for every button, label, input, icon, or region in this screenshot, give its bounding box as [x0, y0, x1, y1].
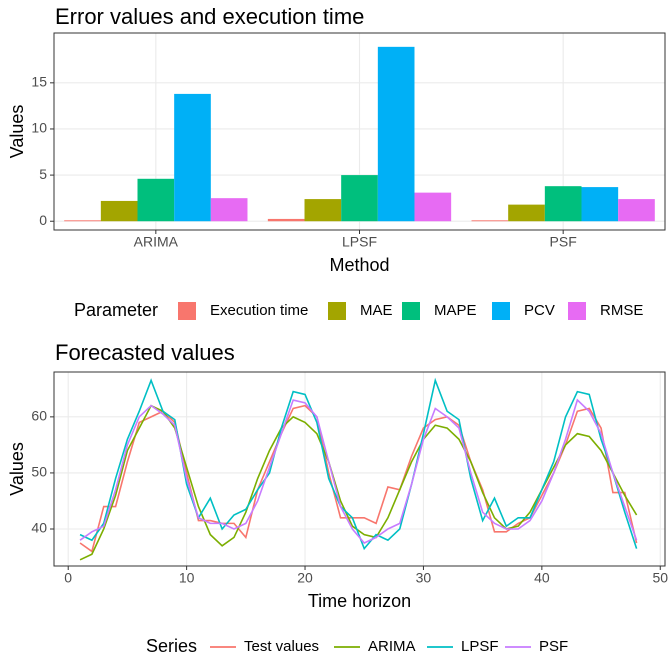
legend-key: [568, 302, 586, 320]
panel-border: [53, 371, 666, 567]
legend-label: ARIMA: [368, 638, 416, 655]
bar: [581, 187, 619, 222]
bar: [377, 46, 415, 222]
y-axis-title: Values: [7, 105, 27, 159]
y-tick-label: 5: [39, 166, 47, 182]
bar: [341, 175, 378, 222]
panel: [54, 372, 665, 566]
x-tick-label: 50: [652, 570, 668, 586]
x-tick-label: LPSF: [342, 234, 377, 250]
x-tick-label: PSF: [550, 234, 577, 250]
x-axis-title: Time horizon: [308, 591, 411, 611]
bar: [267, 218, 305, 222]
legend-key: [402, 302, 420, 320]
bar: [137, 178, 175, 222]
legend-label: LPSF: [461, 638, 499, 655]
legend-key: [492, 302, 510, 320]
legend-label: MAE: [360, 302, 393, 319]
legend-label: Test values: [244, 638, 319, 655]
legend-label: RMSE: [600, 302, 643, 319]
legend-title: Series: [146, 636, 197, 656]
chart-title: Forecasted values: [55, 340, 235, 365]
bar: [64, 220, 101, 222]
legend-label: PCV: [524, 302, 555, 319]
x-tick-label: 30: [416, 570, 432, 586]
bar: [471, 220, 509, 222]
x-tick-label: 40: [534, 570, 550, 586]
bar: [544, 186, 582, 222]
bar: [618, 199, 655, 222]
y-tick-label: 0: [39, 212, 47, 228]
series-line: [79, 404, 638, 553]
legend-label: MAPE: [434, 302, 477, 319]
legend-label: Execution time: [210, 302, 308, 319]
series-line: [79, 398, 638, 544]
x-tick-label: 0: [64, 570, 72, 586]
legend-label: PSF: [539, 638, 568, 655]
y-tick-label: 50: [31, 464, 47, 480]
bar: [304, 199, 342, 222]
y-tick-label: 60: [31, 408, 47, 424]
bar: [174, 93, 211, 222]
legend-key: [328, 302, 346, 320]
y-tick-label: 40: [31, 520, 47, 536]
legend-title: Parameter: [74, 300, 158, 320]
bar: [508, 204, 545, 222]
x-tick-label: 20: [297, 570, 313, 586]
x-axis-title: Method: [329, 255, 389, 275]
legend-key: [178, 302, 196, 320]
series-line: [79, 377, 638, 551]
bar: [100, 200, 138, 222]
y-tick-label: 10: [31, 120, 47, 136]
panel-border: [53, 32, 666, 231]
x-tick-label: ARIMA: [134, 234, 179, 250]
bar: [210, 198, 248, 222]
bar: [414, 192, 452, 222]
y-tick-label: 15: [31, 74, 47, 90]
chart-title: Error values and execution time: [55, 4, 364, 29]
x-tick-label: 10: [179, 570, 195, 586]
y-axis-title: Values: [7, 442, 27, 496]
